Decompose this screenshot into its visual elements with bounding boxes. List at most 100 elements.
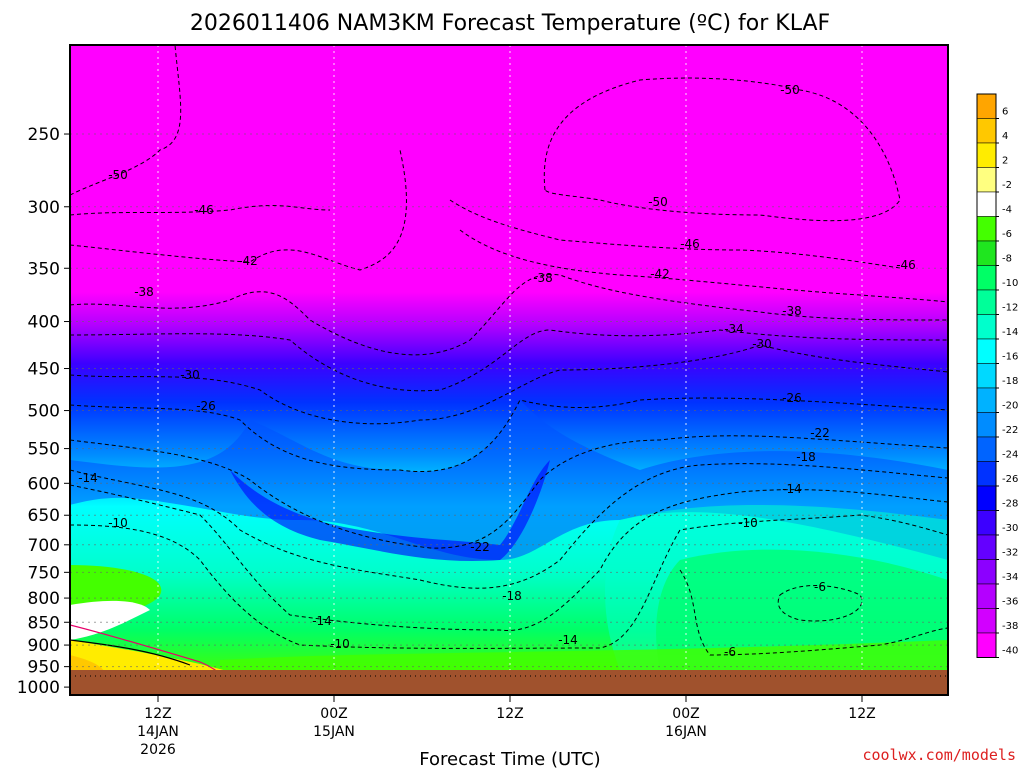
- warm-surface-yellow: [70, 640, 230, 672]
- green-surface-band: [220, 640, 948, 670]
- colorbar-label: -2: [1002, 180, 1012, 191]
- contour-m6-right: [679, 569, 948, 656]
- colorbar-label: -40: [1002, 646, 1018, 657]
- chart-title: 2026011406 NAM3KM Forecast Temperature (…: [190, 11, 830, 36]
- colorbar-label: -30: [1002, 523, 1018, 534]
- colorbar-swatch: [976, 485, 997, 511]
- contour-label: -10: [738, 516, 758, 530]
- colorbar-label: -28: [1002, 499, 1018, 510]
- green-lowlevel-region: [656, 549, 948, 670]
- contour-m10: [70, 514, 948, 649]
- contour-label: -38: [782, 304, 802, 318]
- y-tick-label: 950: [28, 658, 60, 678]
- colorbar-label: -34: [1002, 572, 1018, 583]
- contour-label: -50: [780, 83, 800, 97]
- cold-core-region: [230, 460, 550, 561]
- contour-m46-left: [70, 205, 331, 216]
- colorbar-swatch: [976, 510, 997, 536]
- contour-m50-right: [543, 77, 901, 222]
- colorbar-swatch: [976, 412, 997, 438]
- contour-m22: [70, 435, 948, 549]
- x-tick-year: 2026: [140, 742, 176, 758]
- colorbar-label: -8: [1002, 254, 1012, 265]
- contour-label: -42: [650, 267, 670, 281]
- colorbar-swatch: [976, 608, 997, 634]
- y-tick-label: 700: [28, 536, 60, 556]
- freezing-line: [70, 624, 219, 673]
- x-tick-label: 00Z: [320, 706, 347, 722]
- colorbar-label: -14: [1002, 327, 1018, 338]
- contour-m6-cell: [777, 585, 863, 622]
- warm-surface-orange: [70, 655, 105, 672]
- contour-label: -30: [180, 368, 200, 382]
- contour-label: -38: [533, 271, 553, 285]
- colorbar-label: -36: [1002, 597, 1018, 608]
- colorbar-label: -26: [1002, 474, 1018, 485]
- plot-area: -50 -46 -42 -38 -30 -26 -14 -10 -50 -50 -46 -42 -38 -…: [70, 45, 948, 695]
- x-tick-date: 15JAN: [313, 724, 355, 740]
- y-tick-label: 400: [28, 313, 60, 333]
- contour-label: -30: [752, 337, 772, 351]
- colorbar-swatch: [976, 338, 997, 364]
- ground-below-surface: [70, 670, 948, 695]
- colorbar-swatch: [976, 93, 997, 119]
- colorbar-label: -6: [1002, 229, 1012, 240]
- colorbar-swatch: [976, 363, 997, 389]
- colorbar-label: -18: [1002, 376, 1018, 387]
- vertical-gridlines: [157, 45, 863, 670]
- contour-label: -22: [810, 426, 830, 440]
- colorbar-swatch: [976, 118, 997, 144]
- colorbar-label: 4: [1002, 131, 1008, 142]
- contour-m34: [70, 329, 948, 392]
- colorbar-swatch: [976, 142, 997, 168]
- colorbar-swatch: [976, 387, 997, 413]
- contour-label: -46: [194, 203, 214, 217]
- y-axis: 250 300 350 400 450 500 550 600 650 700 750 800 850 9…: [17, 125, 70, 698]
- colorbar-swatch: [976, 289, 997, 315]
- colorbar-label: -4: [1002, 205, 1012, 216]
- y-tick-label: 500: [28, 402, 60, 422]
- colorbar-label: 2: [1002, 156, 1008, 167]
- y-tick-label: 600: [28, 474, 60, 494]
- colorbar-swatch: [976, 583, 997, 609]
- x-tick-label: 12Z: [496, 706, 523, 722]
- colorbar-label: -32: [1002, 548, 1018, 559]
- contour-label: -14: [78, 471, 98, 485]
- contour-label: -22: [470, 540, 490, 554]
- y-tick-label: 900: [28, 636, 60, 656]
- y-tick-label: 650: [28, 506, 60, 526]
- y-tick-label: 450: [28, 360, 60, 380]
- contour-label: -18: [796, 450, 816, 464]
- warm-line: [70, 639, 191, 666]
- x-tick-date: 16JAN: [665, 724, 707, 740]
- y-tick-label: 550: [28, 440, 60, 460]
- contour-label: -26: [782, 391, 802, 405]
- colorbar-swatch: [976, 559, 997, 585]
- colorbar-label: -16: [1002, 352, 1018, 363]
- colorbar-swatch: [976, 461, 997, 487]
- colorbar-swatch: [976, 314, 997, 340]
- contour-m18: [70, 463, 948, 589]
- x-tick-label: 00Z: [672, 706, 699, 722]
- x-axis-title: Forecast Time (UTC): [419, 749, 600, 768]
- x-tick-label: 12Z: [848, 706, 875, 722]
- colorbar-frame: [976, 93, 997, 658]
- contour-m50-left: [70, 45, 182, 196]
- contour-label: -14: [558, 633, 578, 647]
- contour-m26: [70, 397, 948, 472]
- contour-label: -42: [238, 254, 258, 268]
- y-tick-label: 250: [28, 125, 60, 145]
- contour-label: -50: [648, 195, 668, 209]
- contour-label: -46: [680, 237, 700, 251]
- y-tick-label: 800: [28, 589, 60, 609]
- credit-text: coolwx.com/models: [862, 746, 1016, 764]
- colorbar-swatch: [976, 534, 997, 560]
- contour-label: -26: [196, 399, 216, 413]
- x-tick-date: 14JAN: [137, 724, 179, 740]
- y-tick-label: 850: [28, 613, 60, 633]
- colorbar-label: -12: [1002, 303, 1018, 314]
- contour-label: -38: [134, 285, 154, 299]
- colorbar-label: -10: [1002, 278, 1018, 289]
- x-axis: 12Z 14JAN 2026 00Z 15JAN 12Z 00Z 16JAN 12Z: [137, 695, 876, 758]
- cold-trough-region: [70, 400, 948, 560]
